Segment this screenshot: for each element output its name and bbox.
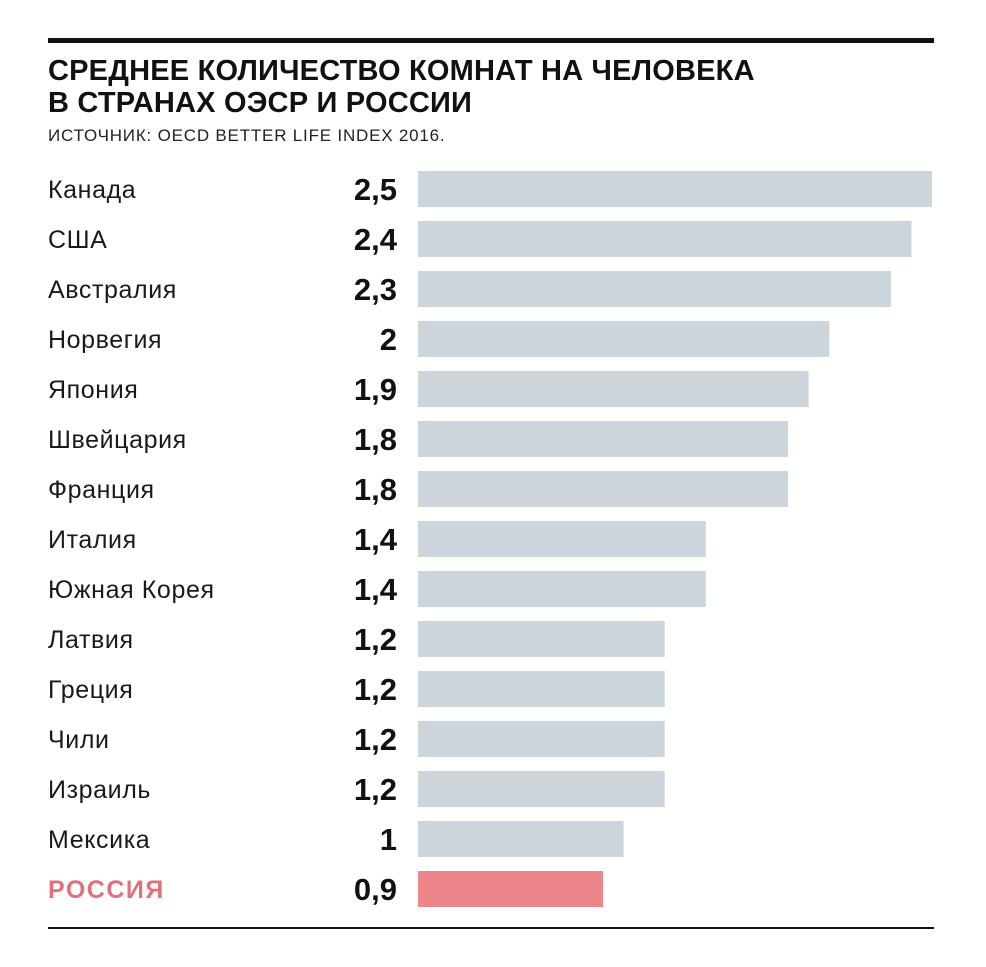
category-label: Норвегия [48,326,162,354]
category-label: Израиль [48,776,151,804]
bar [418,671,665,707]
value-label: 1,8 [354,472,397,507]
value-label: 1,2 [354,722,397,757]
source-note: ИСТОЧНИК: OECD BETTER LIFE INDEX 2016. [48,126,446,145]
bar-row-11: Чили 1,2 [48,721,665,757]
category-label: Франция [48,476,155,504]
bar [418,271,891,307]
bar-row-5: Швейцария 1,8 [48,421,789,457]
value-label: 1,8 [354,422,397,457]
category-label: Греция [48,676,133,704]
bar-row-13: Мексика 1 [48,821,624,857]
bottom-rule [48,927,934,929]
bar-row-12: Израиль 1,2 [48,771,665,807]
value-label: 1,2 [354,672,397,707]
bar [418,821,624,857]
category-label: Япония [48,376,138,404]
bar [418,571,706,607]
bar-row-14: РОССИЯ 0,9 [48,871,604,907]
value-label: 2,4 [354,222,398,257]
category-label: РОССИЯ [48,876,165,904]
bar-row-6: Франция 1,8 [48,471,789,507]
chart-title: СРЕДНЕЕ КОЛИЧЕСТВО КОМНАТ НА ЧЕЛОВЕКА В … [48,55,928,119]
chart-title-line1: СРЕДНЕЕ КОЛИЧЕСТВО КОМНАТ НА ЧЕЛОВЕКА [48,55,755,87]
bar-highlight [418,871,604,907]
top-rule [48,38,934,43]
category-label: Латвия [48,626,134,654]
value-label: 0,9 [354,872,397,907]
category-label: Мексика [48,826,150,854]
bar-row-0: Канада 2,5 [48,171,932,207]
chart-title-line2: В СТРАНАХ ОЭСР И РОССИИ [48,87,473,119]
category-label: Канада [48,176,136,204]
bar-row-4: Япония 1,9 [48,371,809,407]
value-label: 1,2 [354,772,397,807]
bar [418,521,706,557]
category-label: Чили [48,726,110,754]
value-label: 1,2 [354,622,397,657]
bar-row-2: Австралия 2,3 [48,271,891,307]
category-label: Швейцария [48,426,187,454]
bar [418,621,665,657]
bar-row-3: Норвегия 2 [48,321,830,357]
bar [418,221,912,257]
bar-row-8: Южная Корея 1,4 [48,571,706,607]
bar-row-10: Греция 1,2 [48,671,665,707]
bar-row-1: США 2,4 [48,221,912,257]
category-label: Австралия [48,276,177,304]
bar [418,371,809,407]
value-label: 1,4 [354,522,398,557]
bar [418,171,932,207]
bar [418,421,789,457]
category-label: США [48,226,107,254]
value-label: 2 [380,322,397,357]
value-label: 2,3 [354,272,397,307]
value-label: 1,4 [354,572,398,607]
value-label: 1 [380,822,397,857]
bar [418,721,665,757]
value-label: 2,5 [354,172,397,207]
value-label: 1,9 [354,372,397,407]
bar-row-7: Италия 1,4 [48,521,706,557]
bar [418,771,665,807]
bar [418,471,789,507]
category-label: Италия [48,526,137,554]
category-label: Южная Корея [48,576,215,604]
bar-row-9: Латвия 1,2 [48,621,665,657]
bar [418,321,830,357]
